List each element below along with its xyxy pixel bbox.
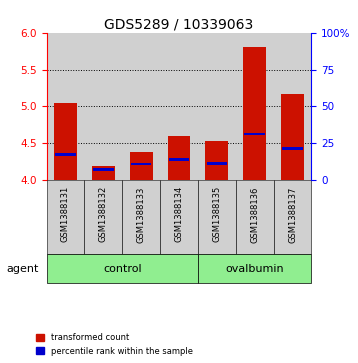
Text: GSM1388136: GSM1388136 xyxy=(250,186,259,242)
Bar xyxy=(168,136,190,180)
Bar xyxy=(47,33,84,180)
Legend: transformed count, percentile rank within the sample: transformed count, percentile rank withi… xyxy=(33,330,197,359)
Text: GSM1388135: GSM1388135 xyxy=(212,186,221,242)
Bar xyxy=(122,33,160,180)
Bar xyxy=(236,180,274,254)
Bar xyxy=(84,180,122,254)
Bar xyxy=(198,254,311,283)
Bar xyxy=(207,162,227,165)
Bar xyxy=(282,147,303,150)
Bar xyxy=(47,180,84,254)
Bar xyxy=(198,33,236,180)
Text: GSM1388134: GSM1388134 xyxy=(174,186,184,242)
Bar xyxy=(245,132,265,135)
Text: GSM1388131: GSM1388131 xyxy=(61,186,70,242)
Text: GSM1388133: GSM1388133 xyxy=(137,186,146,242)
Bar xyxy=(160,180,198,254)
Bar xyxy=(93,168,113,171)
Bar xyxy=(243,48,266,180)
Text: ovalbumin: ovalbumin xyxy=(226,264,284,274)
Bar xyxy=(131,163,151,166)
Text: GSM1388132: GSM1388132 xyxy=(99,186,108,242)
Bar xyxy=(92,166,115,180)
Text: control: control xyxy=(103,264,141,274)
Bar xyxy=(130,152,153,180)
Bar xyxy=(205,141,228,180)
Bar xyxy=(160,33,198,180)
Bar xyxy=(198,180,236,254)
Bar xyxy=(236,33,274,180)
Bar xyxy=(169,158,189,161)
Bar xyxy=(274,180,311,254)
Bar xyxy=(55,153,76,156)
Bar xyxy=(281,94,304,180)
Text: agent: agent xyxy=(6,264,39,274)
Text: GSM1388137: GSM1388137 xyxy=(288,186,297,242)
Title: GDS5289 / 10339063: GDS5289 / 10339063 xyxy=(105,17,253,32)
Bar xyxy=(54,103,77,180)
Bar xyxy=(47,254,198,283)
Bar xyxy=(274,33,311,180)
Bar xyxy=(84,33,122,180)
Bar xyxy=(122,180,160,254)
